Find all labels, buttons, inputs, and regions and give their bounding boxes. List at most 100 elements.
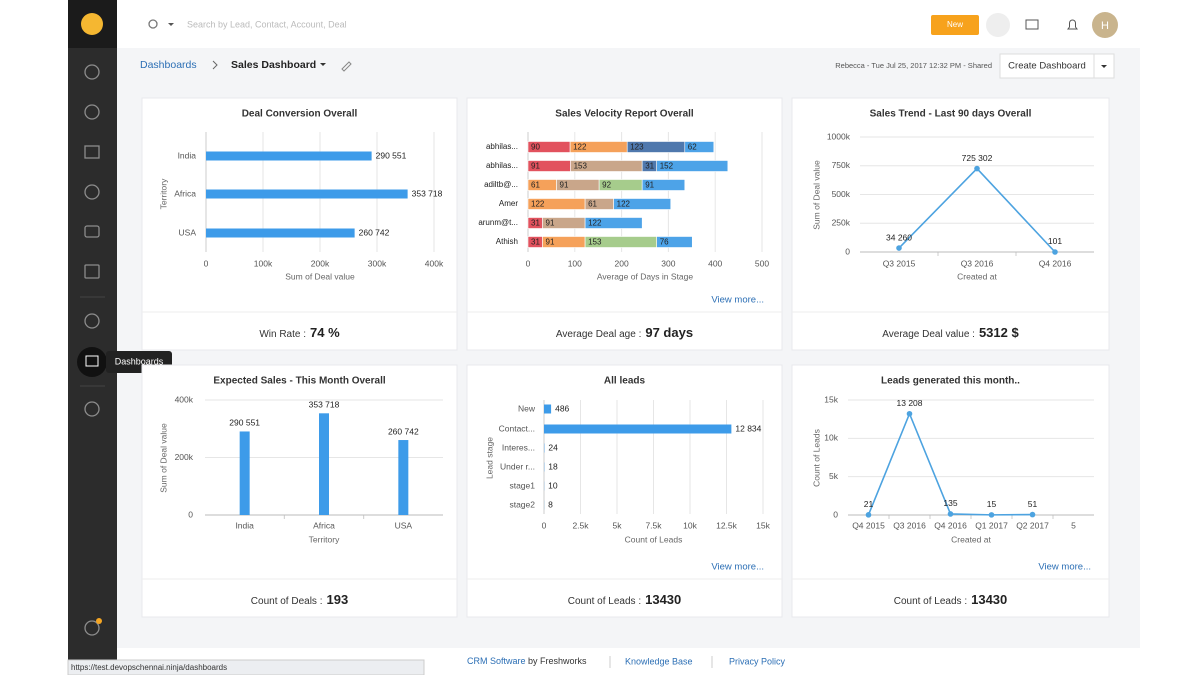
- bar-segment: [584, 217, 643, 229]
- x-tick-label: Q4 2016: [934, 520, 967, 530]
- segment-label: 31: [645, 162, 654, 171]
- bell-icon[interactable]: [1067, 19, 1078, 30]
- segment-label: 92: [602, 181, 611, 190]
- segment-label: 61: [588, 200, 597, 209]
- create-dashboard-button[interactable]: [999, 53, 1115, 79]
- logo[interactable]: [81, 13, 103, 35]
- x-tick-label: 200: [615, 258, 629, 268]
- bar: [319, 413, 329, 515]
- bar: [206, 151, 372, 161]
- new-button-text[interactable]: New: [947, 20, 963, 29]
- nav-active[interactable]: [77, 347, 107, 377]
- status-url: https://test.devopschennai.ninja/dashboa…: [71, 663, 227, 672]
- x-tick-label: 100: [568, 258, 582, 268]
- edit-icon[interactable]: [341, 61, 352, 72]
- avatar-initial[interactable]: H: [1101, 20, 1109, 32]
- segment-label: 122: [573, 143, 587, 152]
- x-tick-label: 2.5k: [572, 520, 589, 530]
- help-badge: [96, 618, 102, 624]
- create-dropdown[interactable]: [1101, 65, 1107, 68]
- data-label: 12 834: [735, 423, 761, 433]
- footer-text: CRM Software by Freshworks: [467, 656, 587, 666]
- chart-title: All leads: [604, 376, 646, 387]
- x-tick-label: Africa: [313, 520, 335, 530]
- segment-label: 152: [660, 162, 674, 171]
- segment-label: 76: [660, 238, 669, 247]
- y-tick-label: Interes...: [502, 442, 535, 452]
- summary-label: Average Deal age :: [556, 329, 641, 340]
- x-tick-label: Q4 2015: [852, 520, 885, 530]
- breadcrumb-current[interactable]: Sales Dashboard: [231, 59, 316, 71]
- data-label: 260 742: [388, 426, 419, 436]
- summary-value: 97 days: [645, 325, 693, 340]
- data-label: 34 260: [886, 232, 912, 242]
- data-label: 24: [548, 442, 558, 452]
- nav-icon[interactable]: [84, 145, 100, 159]
- y-tick-label: 15k: [824, 394, 838, 404]
- y-tick-label: 200k: [175, 452, 194, 462]
- segment-label: 91: [546, 238, 555, 247]
- view-more-link[interactable]: View more...: [1038, 562, 1091, 573]
- summary-label: Count of Leads :: [568, 596, 641, 607]
- x-tick-label: 15k: [756, 520, 770, 530]
- chart-title: Sales Trend - Last 90 days Overall: [870, 109, 1032, 120]
- x-tick-label: India: [235, 520, 254, 530]
- footer-link[interactable]: Privacy Policy: [729, 656, 786, 666]
- nav-icon[interactable]: [84, 225, 100, 238]
- y-tick-label: stage1: [509, 480, 535, 490]
- nav-icon[interactable]: [84, 64, 100, 80]
- data-label: 260 742: [359, 227, 390, 237]
- nav-icon[interactable]: [84, 401, 100, 417]
- x-tick-label: 300: [661, 258, 675, 268]
- nav-icon[interactable]: [84, 264, 100, 279]
- search-dropdown[interactable]: [168, 23, 174, 26]
- view-more-link[interactable]: View more...: [711, 562, 764, 573]
- search-input[interactable]: Search by Lead, Contact, Account, Deal: [187, 19, 347, 29]
- footer-link[interactable]: Knowledge Base: [625, 656, 693, 666]
- segment-label: 122: [531, 200, 545, 209]
- x-tick-label: 100k: [254, 258, 273, 268]
- chart-title: Deal Conversion Overall: [242, 109, 358, 120]
- view-more-link[interactable]: View more...: [711, 295, 764, 306]
- avatar[interactable]: [1092, 12, 1118, 38]
- segment-label: 122: [588, 219, 602, 228]
- y-tick-label: India: [178, 150, 197, 160]
- x-tick-label: Q2 2017: [1016, 520, 1049, 530]
- data-label: 353 718: [309, 400, 340, 410]
- x-axis-label: Created at: [957, 271, 997, 281]
- x-tick-label: Q1 2017: [975, 520, 1008, 530]
- segment-label: 91: [531, 162, 540, 171]
- summary-value: 13430: [645, 592, 681, 607]
- x-tick-label: 12.5k: [716, 520, 738, 530]
- y-tick-label: adiltb@...: [484, 180, 518, 189]
- mail-icon[interactable]: [1025, 19, 1039, 30]
- point: [974, 165, 980, 172]
- data-label: 290 551: [229, 418, 260, 428]
- breadcrumb-chevron: [212, 60, 218, 70]
- y-tick-label: 1000k: [827, 131, 851, 141]
- nav-icon[interactable]: [84, 313, 100, 329]
- summary-label: Win Rate :: [259, 329, 306, 340]
- data-label: 725 302: [962, 153, 993, 163]
- search-icon[interactable]: [148, 19, 158, 29]
- y-tick-label: 0: [188, 509, 193, 519]
- bar: [398, 440, 409, 515]
- help-icon[interactable]: [84, 620, 100, 636]
- new-button[interactable]: [931, 15, 979, 35]
- segment-label: 122: [617, 200, 631, 209]
- point: [947, 511, 954, 517]
- breadcrumb-root[interactable]: Dashboards: [140, 59, 197, 71]
- create-dashboard-text[interactable]: Create Dashboard: [1008, 61, 1086, 72]
- x-tick-label: 0: [526, 258, 531, 268]
- x-tick-label: 5: [1071, 520, 1076, 530]
- summary-label: Count of Leads :: [894, 596, 967, 607]
- y-tick-label: 750k: [832, 160, 851, 170]
- nav-icon[interactable]: [84, 184, 100, 200]
- nav-icon[interactable]: [84, 104, 100, 120]
- phone-icon[interactable]: [986, 13, 1010, 37]
- footer-link[interactable]: CRM Software: [467, 656, 526, 666]
- y-tick-label: 500k: [832, 189, 851, 199]
- tooltip-text: Dashboards: [115, 356, 164, 366]
- dashboard-dropdown[interactable]: [320, 63, 326, 66]
